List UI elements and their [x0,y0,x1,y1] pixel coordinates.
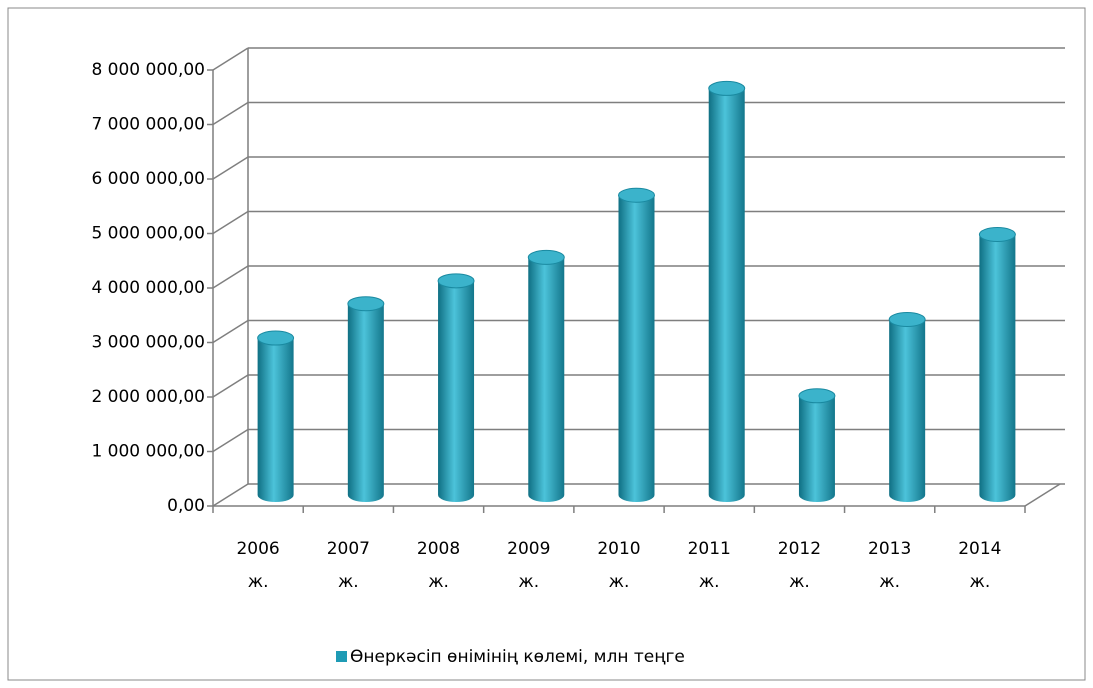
bar [798,395,835,502]
x-tick-label: 2007 ж. [326,539,370,592]
x-tick-label: 2008 ж. [416,539,461,592]
y-tick-label: 6 000 000,00 [91,169,205,189]
bar-top [527,249,565,265]
y-tick-label: 0,00 [167,496,205,516]
x-tick-label: 2010 ж. [597,539,641,592]
grid-line [212,483,249,507]
bar-top [437,273,475,289]
y-tick-label: 7 000 000,00 [91,115,205,135]
y-tick-label: 1 000 000,00 [91,442,205,462]
bar-top [618,187,655,203]
y-tick-label: 3 000 000,00 [91,333,205,353]
bar-top [888,312,926,328]
bar-top [257,330,295,346]
grid-line [212,101,249,126]
grid-line [212,210,249,235]
bar [979,234,1016,503]
x-tick-label: 2009 ж. [507,539,551,592]
x-tick-label: 2013 ж. [868,539,912,592]
bar-top [708,80,746,96]
bar [438,280,475,502]
bar-top [798,388,836,404]
x-tick-label: 2006 ж. [236,539,280,592]
bar-top [347,296,385,312]
grid-line [212,374,249,398]
legend-swatch [336,651,347,662]
y-tick-label: 5 000 000,00 [91,224,205,244]
y-tick-label: 4 000 000,00 [91,278,205,298]
x-tick-label: 2012 ж. [777,539,822,592]
bar [618,195,655,502]
bar [347,303,384,502]
grid-line [212,428,249,453]
x-tick-label: 2011 ж. [687,539,731,592]
grid-line [212,319,249,344]
floor-edge [1024,483,1061,507]
bar [528,257,565,502]
grid-line [212,47,249,71]
x-tick-label: 2014 ж. [958,539,1002,592]
bar-top [978,226,1016,242]
grid-line [212,156,249,180]
grid-line [212,265,249,289]
bar [257,338,294,502]
y-tick-label: 2 000 000,00 [91,387,205,407]
legend-label: Өнеркәсіп өнімінің көлемі, млн теңге [350,647,685,667]
y-tick-label: 8 000 000,00 [91,60,205,80]
bar [889,319,926,502]
bar [708,88,745,503]
